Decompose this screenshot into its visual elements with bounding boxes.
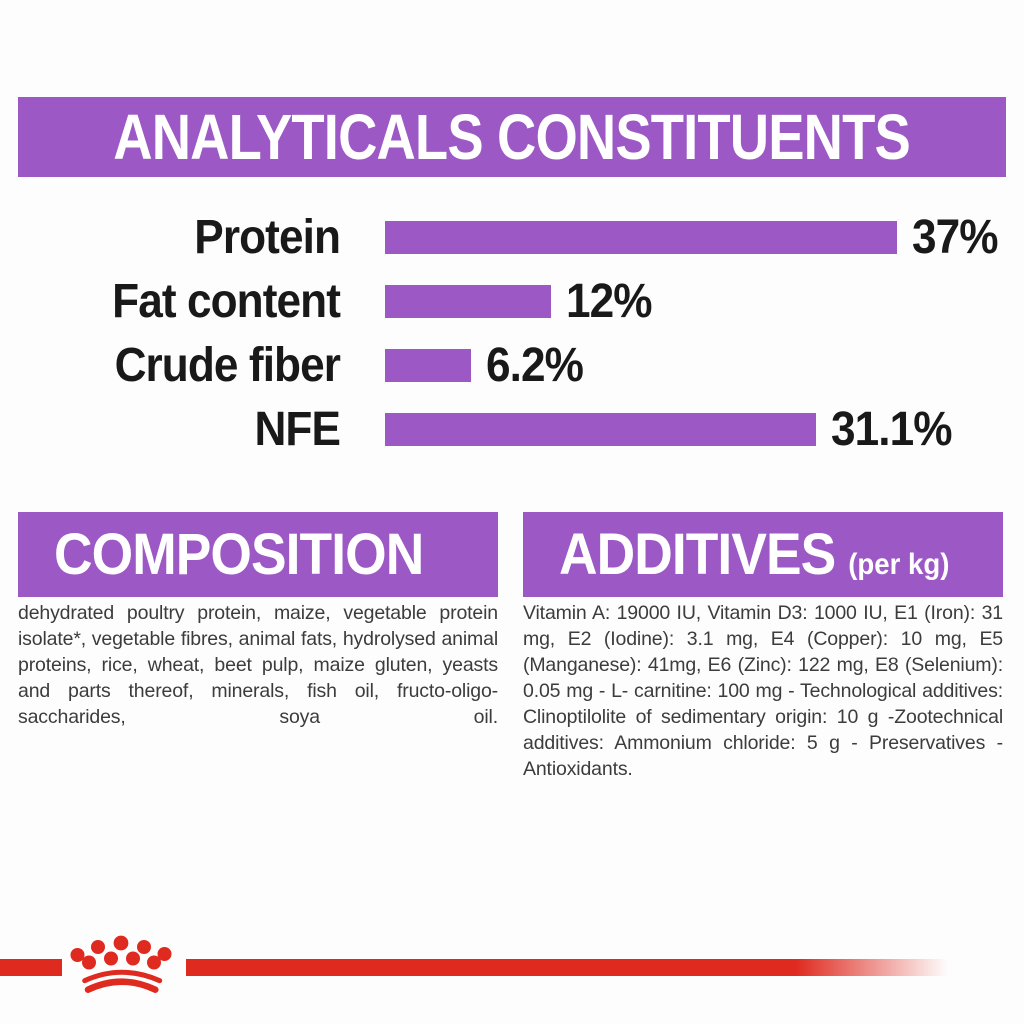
- additives-body: Vitamin A: 19000 IU, Vitamin D3: 1000 IU…: [523, 602, 1003, 780]
- chart-bar: [385, 348, 471, 382]
- chart-bar-value: 12%: [566, 274, 653, 328]
- chart-row-label: Crude fiber: [114, 338, 341, 392]
- chart-bar: [385, 412, 816, 446]
- analytical-constituents-title: ANALYTICALS CONSTITUENTS: [113, 101, 911, 173]
- chart-row: Crude fiber 6.2%: [0, 333, 1024, 397]
- chart-bar: [385, 284, 551, 318]
- chart-bar-value: 31.1%: [831, 402, 953, 456]
- chart-row-label: Protein: [194, 210, 341, 264]
- red-rule-right-segment: [186, 959, 948, 976]
- additives-banner-inner: ADDITIVES (per kg): [559, 521, 949, 588]
- chart-row-label: NFE: [254, 402, 340, 456]
- red-rule-left-segment: [0, 959, 62, 976]
- composition-title: COMPOSITION: [54, 522, 424, 587]
- composition-body: dehydrated poultry protein, maize, veget…: [18, 602, 498, 728]
- analytical-constituents-banner: ANALYTICALS CONSTITUENTS: [18, 97, 1006, 177]
- composition-banner: COMPOSITION: [18, 512, 498, 597]
- royal-canin-crown-icon: [70, 935, 172, 993]
- chart-row-label: Fat content: [112, 274, 341, 328]
- additives-unit-note: (per kg): [848, 548, 950, 581]
- chart-row: Protein 37%: [0, 205, 1024, 269]
- chart-bar: [385, 220, 897, 254]
- composition-banner-inner: COMPOSITION: [54, 521, 424, 588]
- analytical-constituents-chart: Protein 37% Fat content 12% Crude fiber 6.2% N…: [0, 205, 1024, 461]
- additives-banner: ADDITIVES (per kg): [523, 512, 1003, 597]
- chart-row: Fat content 12%: [0, 269, 1024, 333]
- additives-title: ADDITIVES: [559, 522, 836, 587]
- chart-bar-value: 37%: [912, 210, 999, 264]
- chart-bar-value: 6.2%: [486, 338, 584, 392]
- chart-row: NFE 31.1%: [0, 397, 1024, 461]
